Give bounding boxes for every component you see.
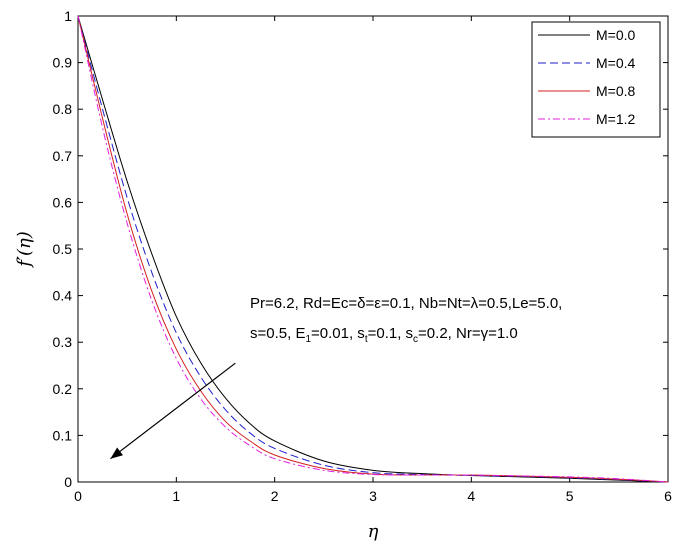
axis-ticks: 0 1 2 3 4 5 6 0 0.1 0.2 0.3 0.4 0.5 0.6 0.7 0.8 0.9 1: [53, 8, 673, 504]
annotation-line-1: Pr=6.2, Rd=Ec=δ=ε=0.1, Nb=Nt=λ=0.5,Le=5.…: [250, 295, 562, 312]
y-tick-label: 0.5: [53, 241, 73, 257]
x-tick-label: 5: [566, 488, 574, 504]
legend-box: [531, 21, 661, 138]
x-tick-label: 2: [271, 488, 279, 504]
x-tick-label: 1: [172, 488, 180, 504]
y-tick-label: 0.9: [53, 55, 73, 71]
x-tick-label: 3: [369, 488, 377, 504]
x-axis-label: η: [368, 521, 379, 542]
y-axis-label: f′(η): [14, 231, 35, 269]
arrow-shaft: [110, 362, 236, 460]
x-tick-label: 0: [74, 488, 82, 504]
legend-label-2: M=0.4: [596, 55, 636, 71]
legend-label-4: M=1.2: [596, 111, 636, 127]
x-tick-label: 4: [467, 488, 475, 504]
legend: M=0.0 M=0.4 M=0.8 M=1.2: [531, 21, 661, 138]
annotation-line-2: s=0.5, E1=0.01, st=0.1, sc=0.2, Nr=γ=1.0: [250, 325, 518, 345]
y-tick-label: 0.6: [53, 194, 73, 210]
trend-arrow: [110, 362, 236, 460]
x-tick-label: 6: [664, 488, 672, 504]
series-line-4: [77, 15, 669, 483]
y-tick-label: 0.1: [53, 427, 73, 443]
y-tick-label: 0.2: [53, 381, 73, 397]
legend-label-3: M=0.8: [596, 83, 636, 99]
y-tick-label: 0: [64, 474, 72, 490]
y-tick-label: 1: [64, 8, 72, 24]
arrow-head: [110, 447, 123, 459]
legend-label-1: M=0.0: [596, 27, 636, 43]
y-tick-label: 0.8: [53, 101, 73, 117]
series-lines: [77, 15, 669, 483]
parameter-annotation: Pr=6.2, Rd=Ec=δ=ε=0.1, Nb=Nt=λ=0.5,Le=5.…: [250, 295, 562, 345]
y-tick-label: 0.4: [53, 288, 73, 304]
y-tick-label: 0.3: [53, 334, 73, 350]
y-tick-label: 0.7: [53, 148, 73, 164]
